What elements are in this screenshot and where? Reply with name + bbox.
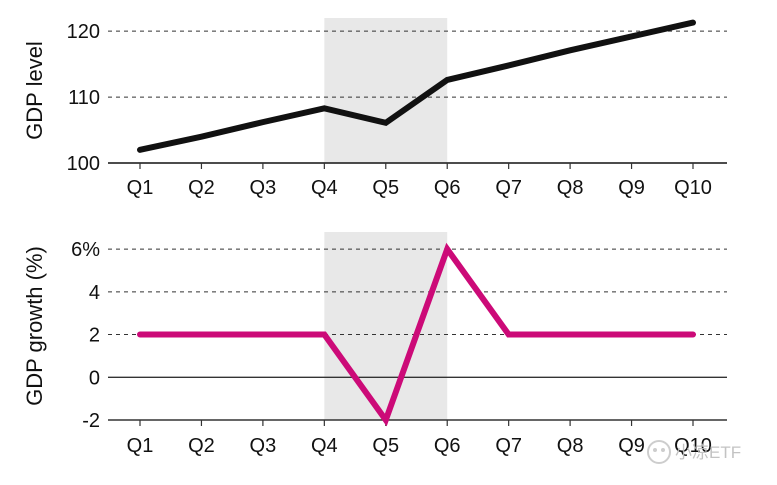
gdp-level-x-tick-label: Q8 <box>557 177 584 199</box>
gdp-growth-x-tick-label: Q9 <box>618 435 645 457</box>
gdp-growth-x-tick-label: Q5 <box>372 435 399 457</box>
gdp-growth-x-tick-label: Q1 <box>127 435 154 457</box>
gdp-growth-x-tick-label: Q7 <box>495 435 522 457</box>
gdp-level-y-tick-label: 100 <box>67 153 100 175</box>
watermark-logo-eye-icon <box>653 448 657 452</box>
gdp-growth-x-tick-label: Q8 <box>557 435 584 457</box>
top-panel-series <box>137 19 696 153</box>
gdp-growth-series-line <box>137 242 696 427</box>
gdp-level-x-tick-label: Q1 <box>127 177 154 199</box>
gdp-level-series-line <box>137 19 696 153</box>
gdp-growth-x-tick-label: Q10 <box>674 435 712 457</box>
gdp-growth-y-tick-label: -2 <box>82 410 100 432</box>
bottom-panel-y-tick-labels: -2 0 2 4 6% <box>71 239 100 432</box>
gdp-growth-x-tick-label: Q3 <box>250 435 277 457</box>
gdp-level-x-tick-label: Q2 <box>188 177 215 199</box>
gdp-level-x-tick-label: Q4 <box>311 177 338 199</box>
watermark-text: 小凉ETF <box>675 443 741 462</box>
gdp-level-x-tick-label: Q5 <box>372 177 399 199</box>
watermark-logo-eye-icon <box>661 448 665 452</box>
gdp-growth-x-tick-label: Q6 <box>434 435 461 457</box>
gdp-level-x-tick-label: Q6 <box>434 177 461 199</box>
gdp-level-x-tick-label: Q9 <box>618 177 645 199</box>
gdp-growth-y-tick-label: 4 <box>89 282 100 304</box>
gdp-level-x-tick-label: Q10 <box>674 177 712 199</box>
bottom-panel-x-axis: Q1 Q2 Q3 Q4 Q5 Q6 Q7 Q8 Q9 Q10 <box>108 419 727 457</box>
gdp-growth-y-tick-label: 0 <box>89 367 100 389</box>
shaded-period-top <box>324 18 448 163</box>
gdp-level-x-tick-label: Q3 <box>250 177 277 199</box>
gdp-growth-x-tick-label: Q2 <box>188 435 215 457</box>
watermark-logo-icon <box>647 440 671 464</box>
top-panel-y-tick-labels: 100 110 120 <box>67 21 100 175</box>
gdp-level-y-tick-label: 110 <box>68 87 100 109</box>
shaded-period-bottom <box>324 232 448 420</box>
gdp-level-x-tick-label: Q7 <box>495 177 522 199</box>
watermark: 小凉ETF <box>647 440 741 464</box>
gdp-growth-x-tick-label: Q4 <box>311 435 338 457</box>
bottom-panel-series <box>137 242 696 427</box>
gdp-growth-axis-title: GDP growth (%) <box>22 246 47 406</box>
gdp-level-y-tick-label: 120 <box>67 21 100 43</box>
gdp-growth-y-tick-label: 2 <box>89 325 100 347</box>
gdp-growth-y-tick-label: 6% <box>71 239 100 261</box>
top-panel-x-axis: Q1 Q2 Q3 Q4 Q5 Q6 Q7 Q8 Q9 Q10 <box>108 162 727 199</box>
gdp-level-axis-title: GDP level <box>22 41 47 140</box>
